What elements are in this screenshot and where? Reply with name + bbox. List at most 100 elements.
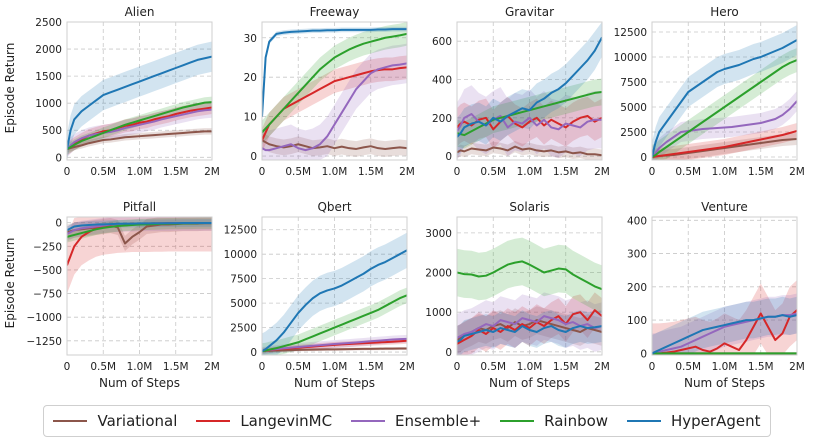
y-tick-label: 30 <box>244 33 257 45</box>
x-tick-label: 1.0M <box>517 361 543 373</box>
line-freeway-ensemble <box>262 62 407 152</box>
plot-area-solaris <box>457 237 602 355</box>
y-tick-label: 5000 <box>230 298 257 310</box>
line-venture-langevinmc <box>652 309 797 355</box>
panel-title-hero: Hero <box>710 5 738 19</box>
legend-label: Ensemble+ <box>395 412 482 430</box>
y-tick-label: 0 <box>55 152 62 164</box>
y-tick-label: 7500 <box>620 77 647 89</box>
x-tick-label: 1.0M <box>127 166 153 178</box>
legend-item-hyperagent: HyperAgent <box>627 412 760 430</box>
legend-swatch <box>627 420 661 422</box>
legend-swatch <box>500 420 535 422</box>
y-tick-label: 0 <box>445 347 452 359</box>
y-tick-label: 10 <box>244 112 257 124</box>
x-tick-label: 0.5M <box>90 166 116 178</box>
band-gravitar-variational <box>457 140 602 160</box>
band-freeway-rainbow <box>262 22 407 145</box>
line-gravitar-variational <box>457 145 602 157</box>
y-tick-label: 5000 <box>620 102 647 114</box>
x-tick-label: 1.5M <box>358 361 384 373</box>
y-tick-label: 200 <box>432 113 452 125</box>
panel-frame <box>651 21 798 161</box>
line-solaris-hyperagent <box>457 325 602 343</box>
line-gravitar-ensemble <box>457 113 602 132</box>
legend-item-langevinmc: LangevinMC <box>196 412 332 430</box>
legend-item-rainbow: Rainbow <box>500 412 608 430</box>
y-tick-label: 400 <box>432 75 452 87</box>
y-tick-label: 0 <box>250 347 257 359</box>
y-tick-label: 10000 <box>224 249 257 261</box>
line-freeway-hyperagent <box>262 28 407 117</box>
x-tick-label: 0.5M <box>480 166 506 178</box>
panel-title-venture: Venture <box>701 200 748 214</box>
line-qbert-hyperagent <box>262 249 407 352</box>
x-tick-label: 1.0M <box>127 361 153 373</box>
y-tick-label: −250 <box>33 241 62 253</box>
panel-frame <box>456 21 603 161</box>
panel-gravitar: Gravitar 0 0.5M 1.0M 1.5M 2M 0 200 400 600 <box>432 5 610 178</box>
band-hero-ensemble <box>652 91 797 160</box>
y-tick-label: 1000 <box>425 307 452 319</box>
line-solaris-rainbow <box>457 260 602 291</box>
panel-frame <box>456 216 603 356</box>
x-tick-label: 1.0M <box>322 166 348 178</box>
y-tick-label: −500 <box>33 265 62 277</box>
y-tick-label: 1000 <box>35 98 62 110</box>
line-qbert-rainbow <box>262 294 407 353</box>
line-hero-rainbow <box>652 59 797 158</box>
x-tick-label: 0 <box>64 361 71 373</box>
panel-frame <box>261 216 408 356</box>
plot-area-qbert <box>262 232 407 355</box>
line-qbert-variational <box>262 347 407 353</box>
line-freeway-rainbow <box>262 32 407 134</box>
panel-title-qbert: Qbert <box>317 200 351 214</box>
y-tick-label: 500 <box>42 125 62 137</box>
line-alien-ensemble <box>67 108 212 150</box>
line-hero-ensemble <box>652 100 797 158</box>
x-tick-label: 2M <box>789 166 805 178</box>
line-alien-rainbow <box>67 101 212 151</box>
x-tick-label: 2M <box>204 166 220 178</box>
panel-title-alien: Alien <box>125 5 155 19</box>
x-tick-label: 0 <box>454 361 461 373</box>
legend-swatch <box>53 420 88 422</box>
x-tick-label: 1.0M <box>517 166 543 178</box>
x-tick-label: 0 <box>259 361 266 373</box>
band-freeway-langevinmc <box>262 55 407 153</box>
band-gravitar-rainbow <box>457 78 602 149</box>
plot-area-venture <box>652 280 797 355</box>
line-qbert-ensemble <box>262 337 407 353</box>
y-tick-label: 2500 <box>620 127 647 139</box>
x-tick-label: 1.5M <box>163 361 189 373</box>
y-tick-label: 0 <box>640 152 647 164</box>
plot-area-pitfall <box>67 217 212 294</box>
panel-frame <box>66 21 213 161</box>
x-tick-label: 0.5M <box>90 361 116 373</box>
legend-item-variational: Variational <box>53 412 177 430</box>
legend-item-ensemble: Ensemble+ <box>351 412 481 430</box>
x-tick-label: 0 <box>64 166 71 178</box>
x-tick-label: 0 <box>454 166 461 178</box>
line-pitfall-hyperagent <box>67 221 212 232</box>
y-axis-label-top: Episode Return <box>3 43 17 134</box>
x-tick-label: 0.5M <box>675 361 701 373</box>
x-tick-label: 2M <box>204 361 220 373</box>
x-tick-label: 1.0M <box>712 166 738 178</box>
panel-venture: Venture 0 0.5M 1.0M 1.5M 2M 0 100 200 300 400 Num o… <box>627 200 805 390</box>
y-tick-label: 0 <box>445 151 452 163</box>
x-tick-label: 1.5M <box>163 166 189 178</box>
y-tick-label: 400 <box>627 215 647 227</box>
line-solaris-ensemble <box>457 315 602 339</box>
y-tick-label: 2500 <box>35 17 62 29</box>
x-tick-label: 2M <box>399 361 415 373</box>
x-tick-label: 1.5M <box>358 166 384 178</box>
x-tick-label: 0.5M <box>285 166 311 178</box>
y-tick-label: 7500 <box>230 274 257 286</box>
y-tick-label: 12500 <box>614 27 647 39</box>
x-axis-label-solaris: Num of Steps <box>489 376 570 390</box>
x-tick-label: 0.5M <box>480 361 506 373</box>
panel-title-solaris: Solaris <box>509 200 549 214</box>
y-tick-label: 100 <box>627 315 647 327</box>
